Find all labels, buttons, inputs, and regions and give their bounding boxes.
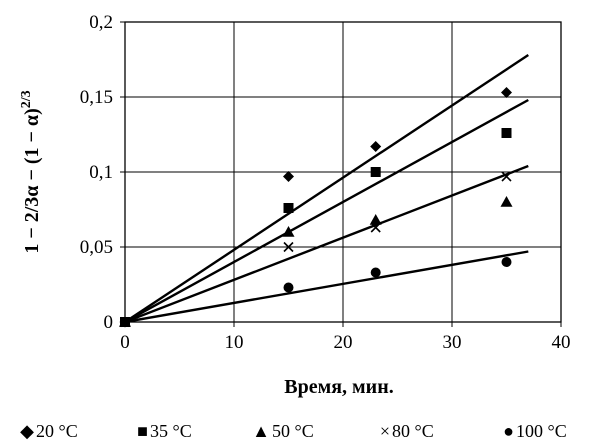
x-tick-label: 30 xyxy=(443,332,462,353)
trendlines xyxy=(124,53,529,324)
y-axis-label-exponent: 2/3 xyxy=(19,90,34,108)
data-point-square xyxy=(501,128,512,138)
trendline-square xyxy=(124,98,529,324)
legend-marker-circle: ● xyxy=(503,421,514,441)
trendline-circle xyxy=(124,250,529,324)
data-point-triangle xyxy=(500,196,513,207)
data-point-cross xyxy=(370,222,381,233)
plot-area xyxy=(119,21,562,328)
data-point-circle xyxy=(283,282,294,293)
y-tick-label: 0,05 xyxy=(80,237,113,258)
legend: ◆ 20 °C ■ 35 °C ▲ 50 °C × 80 °C ● 100 °C xyxy=(20,421,567,441)
y-tick-label: 0 xyxy=(104,312,114,333)
legend-item: ▲ 50 °C xyxy=(252,421,314,441)
data-point-square xyxy=(283,203,294,213)
grid xyxy=(125,22,561,322)
legend-label: 100 °C xyxy=(516,421,567,441)
x-tick-label: 0 xyxy=(120,332,130,353)
data-point-circle xyxy=(501,257,512,267)
data-point-cross xyxy=(283,241,294,253)
legend-label: 80 °C xyxy=(392,421,434,441)
y-axis-ticks: 0 0,05 0,1 0,15 0,2 xyxy=(80,12,125,333)
data-point-diamond xyxy=(501,87,512,98)
legend-marker-diamond: ◆ xyxy=(20,421,34,441)
data-point-cross xyxy=(501,171,512,182)
y-axis-label-main: 1 − 2/3α − (1 − α) xyxy=(21,108,43,253)
trendline-triangle xyxy=(124,164,529,324)
x-tick-label: 10 xyxy=(225,332,244,353)
data-point-diamond xyxy=(283,171,294,182)
legend-item: ■ 35 °C xyxy=(137,421,192,441)
data-point-triangle xyxy=(282,226,295,237)
legend-marker-square: ■ xyxy=(137,421,148,441)
trendline-diamond xyxy=(124,53,529,324)
legend-label: 35 °C xyxy=(150,421,192,441)
y-tick-label: 0,1 xyxy=(89,162,113,183)
x-axis-ticks: 0 10 20 30 40 xyxy=(120,322,571,353)
legend-label: 50 °C xyxy=(272,421,314,441)
legend-item: × 80 °C xyxy=(380,421,434,441)
x-tick-label: 20 xyxy=(334,332,353,353)
data-point-triangle xyxy=(369,214,382,225)
x-tick-label: 40 xyxy=(552,332,571,353)
legend-marker-cross: × xyxy=(380,421,390,441)
x-axis-label: Время, мин. xyxy=(284,376,393,398)
data-point-circle xyxy=(370,267,381,278)
y-tick-label: 0,2 xyxy=(89,12,113,33)
y-axis-label: 1 − 2/3α − (1 − α)2/3 xyxy=(19,90,43,253)
data-points xyxy=(119,87,513,328)
legend-marker-triangle: ▲ xyxy=(252,421,270,441)
data-point-diamond xyxy=(370,141,382,152)
data-point-square xyxy=(370,167,381,177)
legend-item: ● 100 °C xyxy=(503,421,567,441)
legend-item: ◆ 20 °C xyxy=(20,421,78,441)
y-tick-label: 0,15 xyxy=(80,87,113,108)
legend-label: 20 °C xyxy=(36,421,78,441)
